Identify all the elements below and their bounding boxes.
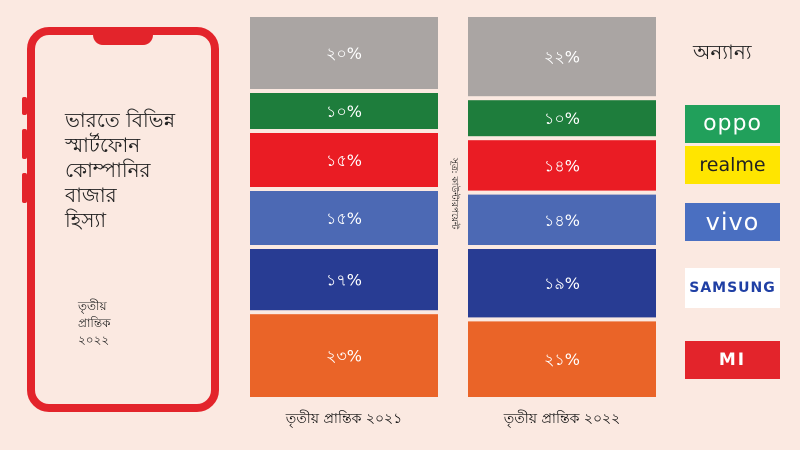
oppo-logo-text: oppo [703, 111, 762, 136]
vivo-logo-text: vivo [705, 208, 760, 236]
bar-value-label: ২১% [544, 350, 580, 369]
title-line: স্মার্টফোন [65, 133, 141, 157]
bar-segment [468, 100, 656, 137]
title-line: বাজার [65, 183, 117, 207]
bar-segment [250, 191, 438, 245]
bar-segment [468, 17, 656, 97]
bar-segment [468, 321, 656, 397]
legend-other-label: অন্যান্য [693, 40, 752, 64]
bar-segment [468, 194, 656, 245]
realme-logo: realme [685, 146, 780, 184]
vivo-logo: vivo [685, 203, 780, 241]
phone-notch [93, 27, 153, 45]
title-line: ভারতে বিভিন্ন [65, 108, 175, 132]
oppo-logo: oppo [685, 105, 780, 143]
bar-value-label: ২০% [326, 44, 362, 63]
title-line: হিস্যা [65, 208, 107, 232]
phone-side-button [22, 129, 27, 159]
title-line: কোম্পানির [65, 158, 151, 182]
bar-value-label: ১৫% [326, 151, 362, 170]
bar-segment [250, 93, 438, 129]
bar-value-label: ১০% [544, 109, 580, 128]
phone-side-button [22, 97, 27, 115]
bar-segment [250, 17, 438, 89]
mi-logo-text: MI [718, 350, 747, 370]
bar-segment [250, 314, 438, 397]
bar-value-label: ১৫% [326, 209, 362, 228]
bar-value-label: ১৪% [544, 211, 580, 230]
bar-value-label: ১৭% [326, 271, 362, 290]
bar-segment [468, 140, 656, 191]
source-note: সূত্র: কাউন্টারপয়েন্ট [449, 158, 459, 230]
bar-value-label: ১০% [326, 102, 362, 121]
samsung-logo-text: SAMSUNG [689, 280, 776, 296]
bar-value-label: ১৪% [544, 156, 580, 175]
period-line: তৃতীয় [78, 299, 107, 313]
chart-title: ভারতে বিভিন্ন স্মার্টফোন কোম্পানির বাজার… [65, 108, 215, 233]
samsung-logo: SAMSUNG [685, 268, 780, 308]
x-axis-category-label: তৃতীয় প্রান্তিক ২০২১ [285, 410, 403, 427]
chart-period: তৃতীয় প্রান্তিক ২০২২ [78, 298, 178, 349]
bar-value-label: ২২% [544, 48, 580, 67]
bar-value-label: ২৩% [326, 347, 362, 366]
x-axis-category-label: তৃতীয় প্রান্তিক ২০২২ [503, 410, 621, 427]
realme-logo-text: realme [699, 154, 766, 176]
phone-side-button [22, 173, 27, 203]
bar-segment [250, 249, 438, 311]
mi-logo: MI [685, 341, 780, 379]
bar-value-label: ১৯% [544, 274, 580, 293]
bar-segment [250, 133, 438, 187]
period-line: ২০২২ [78, 333, 110, 347]
bar-segment [468, 249, 656, 318]
phone-frame [22, 27, 219, 412]
period-line: প্রান্তিক [78, 316, 111, 330]
